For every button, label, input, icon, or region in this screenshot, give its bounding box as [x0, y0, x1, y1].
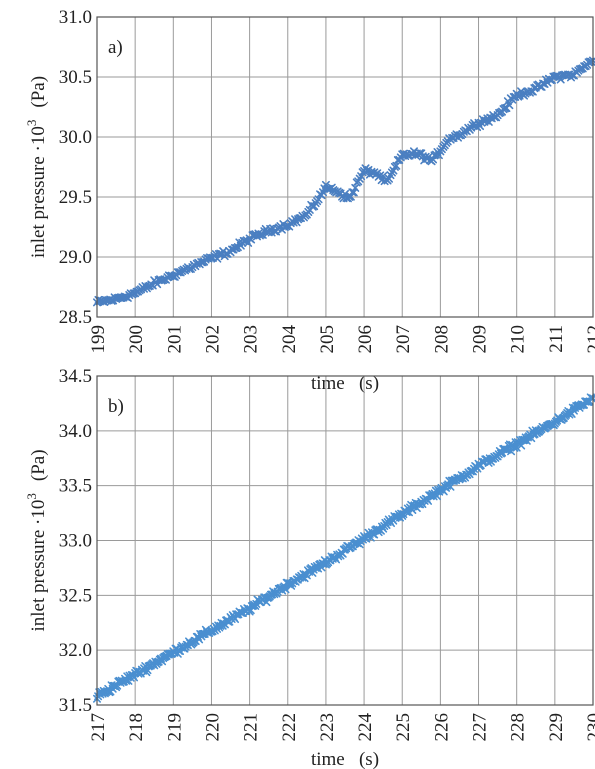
x-tick-label: 226: [431, 713, 452, 742]
chart-a-panel-label: a): [108, 37, 123, 58]
x-tick-label: 218: [126, 713, 147, 742]
x-tick-label: 211: [546, 325, 567, 353]
chart-b-panel-label: b): [108, 396, 124, 417]
x-tick-label: 228: [508, 713, 529, 742]
chart-a-x-axis-label: time (s): [311, 373, 379, 394]
y-tick-label: 29.0: [59, 247, 92, 268]
data-point: [281, 585, 290, 594]
data-point: [348, 188, 357, 197]
data-point: [173, 268, 182, 277]
x-tick-label: 230: [584, 713, 595, 742]
chart-a-y-label-main: inlet pressure ·10: [28, 126, 49, 258]
chart-a-y-ticks: 28.5 29.0 29.5 30.0 30.5 31.0: [59, 7, 92, 328]
y-tick-label: 28.5: [59, 307, 92, 328]
x-tick-label: 202: [202, 325, 223, 354]
y-tick-label: 29.5: [59, 187, 92, 208]
data-point: [346, 192, 355, 201]
y-tick-label: 33.5: [59, 476, 92, 497]
chart-a-x-ticks: 199 200 201 202 203 204 205 206 207 208 209 210 211 2…: [88, 325, 595, 354]
chart-a-y-label-unit: (Pa): [28, 76, 49, 108]
x-tick-label: 219: [164, 713, 185, 742]
chart-a-y-label-exponent: 3: [24, 120, 39, 127]
y-tick-label: 31.5: [59, 695, 92, 716]
chart-b-y-label-exponent: 3: [24, 493, 39, 500]
chart-b: 217 218 219 220 221 222 223 224 225 226 227 228 229 2…: [24, 366, 595, 769]
chart-b-marks: [93, 393, 595, 703]
x-tick-label: 206: [355, 325, 376, 354]
chart-b-y-ticks: 31.5 32.0 32.5 33.0 33.5 34.0 34.5: [59, 366, 92, 716]
chart-b-frame: [96, 375, 594, 706]
data-point: [349, 188, 358, 197]
y-tick-label: 34.0: [59, 421, 92, 442]
y-tick-label: 32.0: [59, 640, 92, 661]
x-tick-label: 200: [126, 325, 147, 354]
y-tick-label: 30.5: [59, 67, 92, 88]
chart-a: 199 200 201 202 203 204 205 206 207 208 209 210 211 2…: [24, 7, 595, 394]
x-tick-label: 209: [470, 325, 491, 354]
x-tick-label: 225: [393, 713, 414, 742]
x-tick-label: 229: [546, 713, 567, 742]
x-tick-label: 221: [241, 713, 262, 742]
x-tick-label: 220: [202, 713, 223, 742]
x-tick-label: 227: [470, 713, 491, 742]
x-tick-label: 212: [584, 325, 595, 354]
chart-b-y-axis-label: inlet pressure ·103 (Pa): [24, 449, 49, 631]
x-tick-label: 217: [88, 713, 109, 742]
chart-b-x-ticks: 217 218 219 220 221 222 223 224 225 226 227 228 229 2…: [88, 713, 595, 742]
y-tick-label: 34.5: [59, 366, 92, 387]
x-tick-label: 222: [279, 713, 300, 742]
x-tick-label: 199: [88, 325, 109, 354]
chart-a-y-axis-label: inlet pressure ·103 (Pa): [24, 76, 49, 258]
data-point: [429, 155, 438, 164]
x-tick-label: 224: [355, 713, 376, 742]
x-tick-label: 207: [393, 325, 414, 354]
y-tick-label: 31.0: [59, 7, 92, 28]
y-tick-label: 32.5: [59, 585, 92, 606]
chart-b-x-axis-label: time (s): [311, 749, 379, 769]
y-tick-label: 30.0: [59, 127, 92, 148]
data-point: [341, 189, 349, 198]
x-tick-label: 201: [164, 325, 185, 354]
x-tick-label: 205: [317, 325, 338, 354]
x-tick-label: 223: [317, 713, 338, 742]
x-tick-label: 210: [508, 325, 529, 354]
y-tick-label: 33.0: [59, 531, 92, 552]
data-point: [505, 101, 514, 110]
x-tick-label: 204: [279, 325, 300, 354]
chart-b-y-label-unit: (Pa): [28, 449, 49, 481]
chart-a-frame: [96, 16, 594, 318]
x-tick-label: 208: [431, 325, 452, 354]
chart-b-y-label-main: inlet pressure ·10: [28, 500, 49, 632]
chart-a-marks: [93, 56, 595, 307]
x-tick-label: 203: [241, 325, 262, 354]
